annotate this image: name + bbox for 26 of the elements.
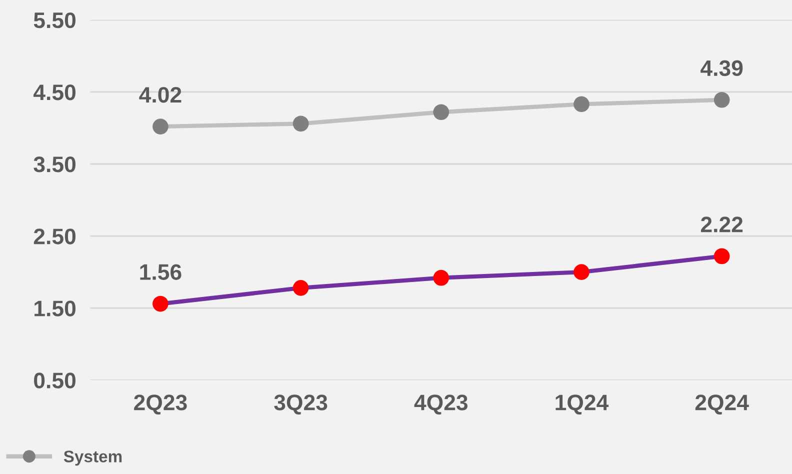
x-tick-label: 4Q23 [414,394,468,415]
x-tick-label: 2Q24 [695,394,749,415]
y-tick-label: 2.50 [34,228,76,244]
data-label: 2.22 [700,216,743,232]
point [574,264,590,280]
point [292,280,309,296]
point [714,248,730,264]
point [433,104,450,120]
x-tick-label: 1Q24 [556,394,609,415]
data-label: 4.39 [700,60,743,76]
x-tick-label: 3Q23 [274,394,328,415]
point [574,96,590,112]
data-label: 1.56 [140,264,182,280]
legend-label: System [64,450,122,466]
y-tick-label: 5.50 [34,12,76,28]
y-tick-label: 4.50 [33,84,76,100]
x-tick-label: 2Q23 [134,394,187,415]
point [292,116,309,132]
point [714,92,730,108]
y-tick-label: 0.50 [34,372,76,388]
point [433,270,450,286]
y-tick-label: 3.50 [34,156,76,172]
data-label: 4.02 [139,86,182,103]
y-tick-label: 1.50 [34,300,76,316]
point [152,296,168,312]
point [152,118,168,134]
